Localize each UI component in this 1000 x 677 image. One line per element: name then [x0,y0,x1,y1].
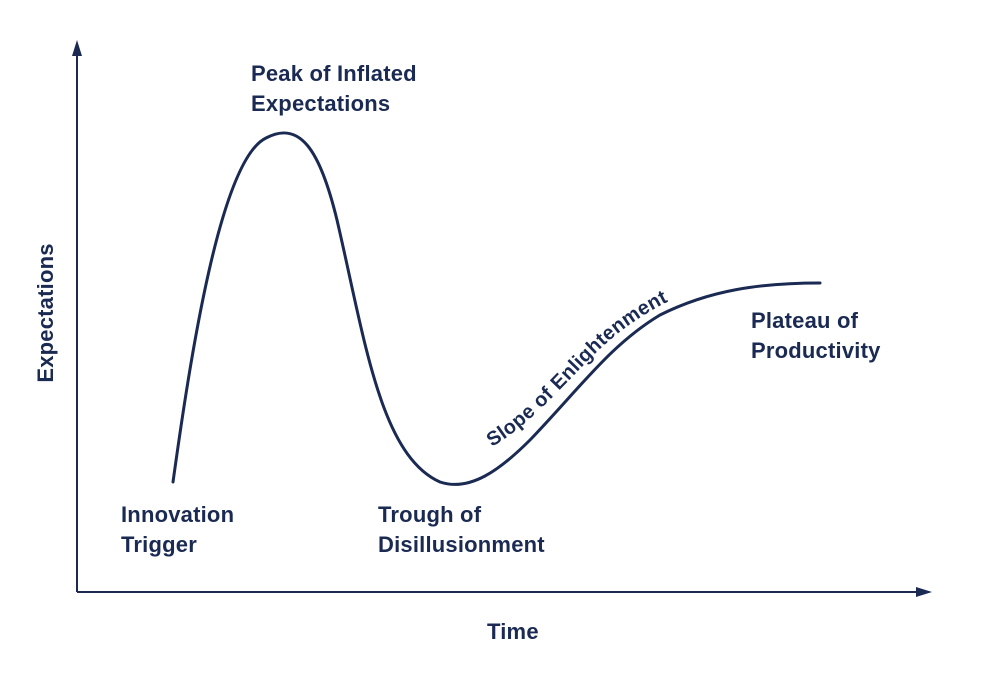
slope-label: Slope of Enlightenment [483,286,671,451]
plateau-label-line-1: Plateau of [751,308,859,333]
x-axis-label: Time [487,619,539,644]
innovation-trigger-line-1: Innovation [121,502,235,527]
peak-label-line-2: Expectations [251,91,391,116]
peak-label-line-1: Peak of Inflated [251,61,417,86]
plateau-label-line-2: Productivity [751,338,881,363]
y-axis-arrow-icon [72,40,82,56]
trough-label-line-2: Disillusionment [378,532,545,557]
y-axis-label: Expectations [33,243,58,383]
hype-curve [171,131,822,486]
innovation-trigger-label: Innovation Trigger [121,500,234,560]
trough-label-line-1: Trough of [378,502,482,527]
trough-label: Trough of Disillusionment [378,500,545,560]
slope-label-text: Slope of Enlightenment [483,286,671,451]
plateau-label: Plateau of Productivity [751,306,881,366]
innovation-trigger-line-2: Trigger [121,532,197,557]
peak-label: Peak of Inflated Expectations [251,59,417,119]
x-axis-arrow-icon [916,587,932,597]
